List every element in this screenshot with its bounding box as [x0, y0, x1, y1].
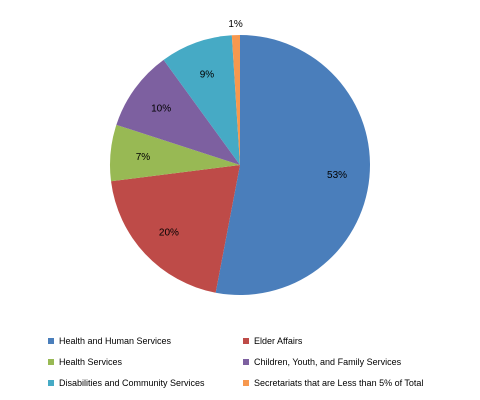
- legend-label: Secretariats that are Less than 5% of To…: [254, 378, 424, 388]
- legend-swatch: [48, 359, 54, 365]
- data-label-secretariats-less-than-5pct: 1%: [228, 19, 243, 30]
- legend-label: Children, Youth, and Family Services: [254, 357, 402, 367]
- legend-item-elder-affairs: Elder Affairs: [243, 336, 302, 346]
- pie-slice-children-youth-family-services: [116, 59, 240, 165]
- legend-swatch: [243, 338, 249, 344]
- legend-swatch: [243, 359, 249, 365]
- pie-slice-elder-affairs: [111, 165, 240, 293]
- pie-slice-secretariats-less-than-5pct: [231, 35, 240, 165]
- legend-item-health-and-human-services: Health and Human Services: [48, 336, 171, 346]
- legend-item-health-services: Health Services: [48, 357, 122, 367]
- data-label-children-youth-family-services: 10%: [151, 104, 171, 115]
- legend-label: Health and Human Services: [59, 336, 172, 346]
- pie-slice-health-and-human-services: [215, 35, 370, 295]
- data-label-health-services: 7%: [136, 152, 151, 163]
- legend-label: Disabilities and Community Services: [59, 378, 205, 388]
- pie-slice-health-services: [109, 124, 240, 182]
- pie-plot-area: 53% 20% 7% 10% 9% 1%: [109, 19, 370, 295]
- data-label-disabilities-community-services: 9%: [200, 69, 215, 80]
- legend-swatch: [48, 380, 54, 386]
- legend-swatch: [48, 338, 54, 344]
- legend-item-children-youth-family-services: Children, Youth, and Family Services: [243, 357, 401, 367]
- data-label-health-and-human-services: 53%: [327, 170, 347, 181]
- legend-item-secretariats-less-than-5pct: Secretariats that are Less than 5% of To…: [243, 378, 423, 388]
- legend-swatch: [243, 380, 249, 386]
- pie-slice-disabilities-community-services: [163, 35, 240, 165]
- legend-label: Health Services: [59, 357, 123, 367]
- legend-item-disabilities-community-services: Disabilities and Community Services: [48, 378, 205, 388]
- data-label-elder-affairs: 20%: [159, 228, 179, 239]
- legend-label: Elder Affairs: [254, 336, 303, 346]
